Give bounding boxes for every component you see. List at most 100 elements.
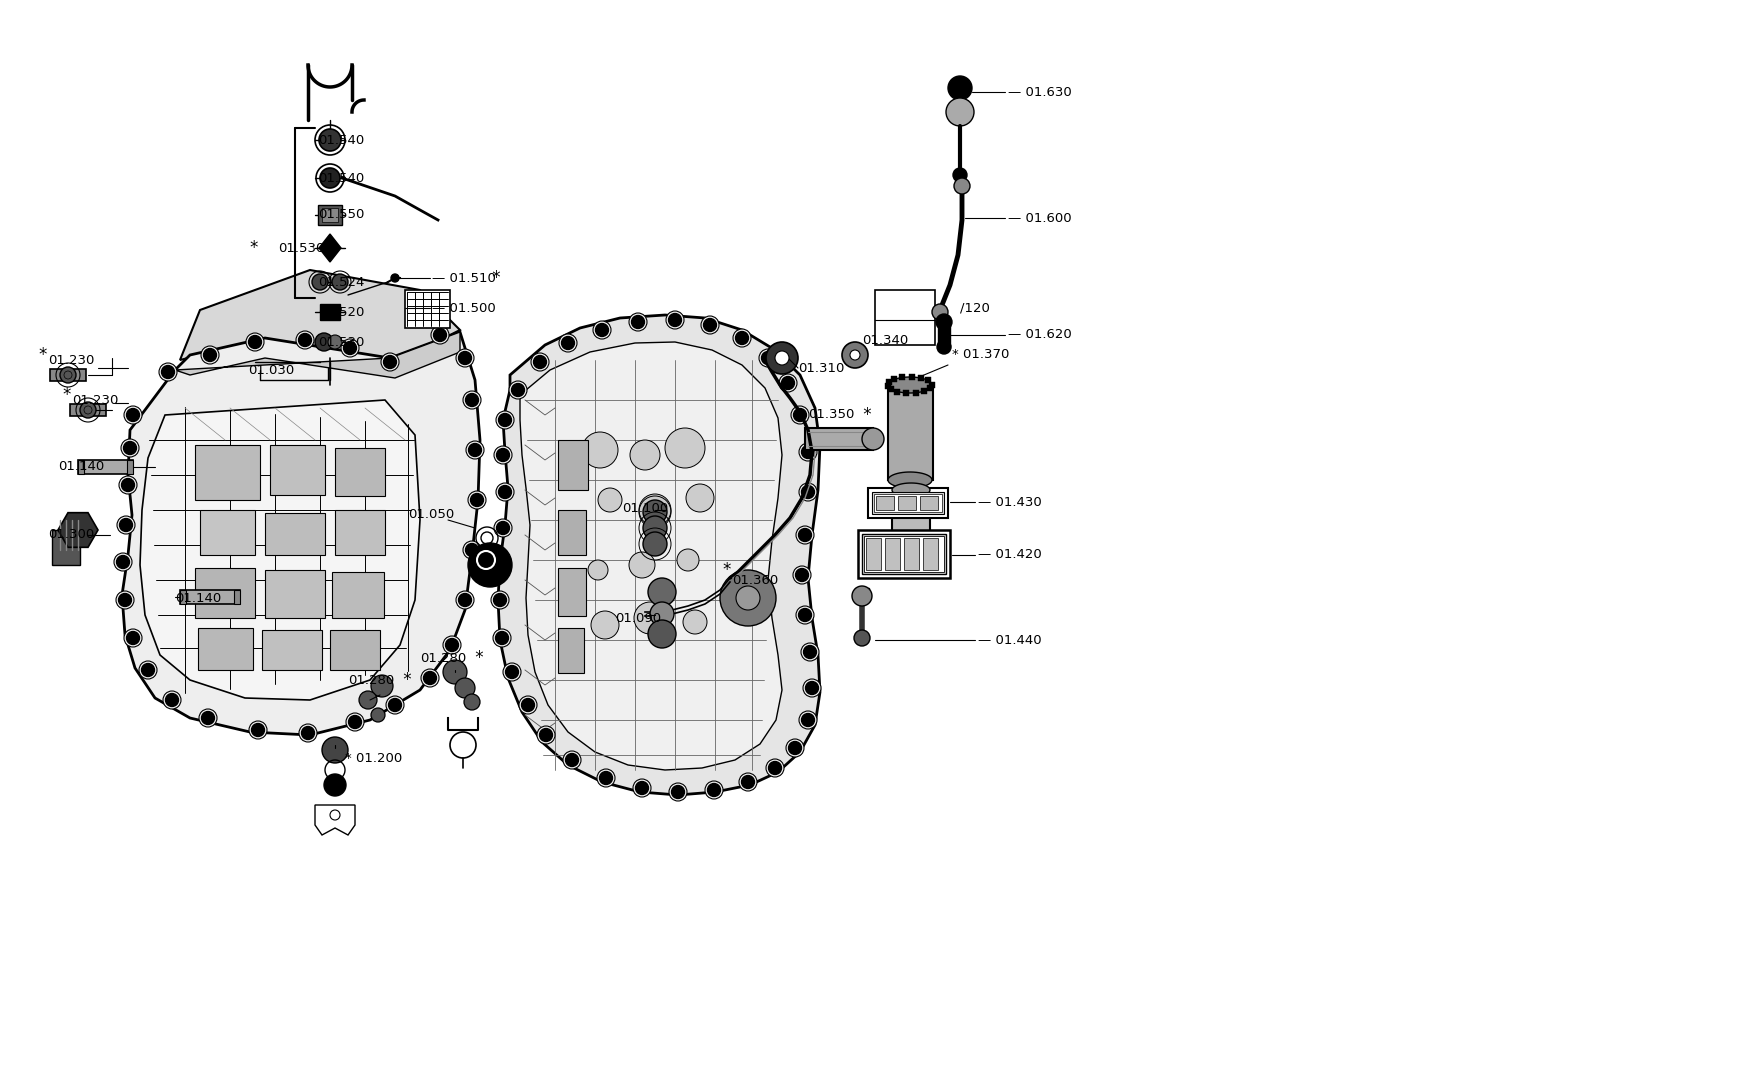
Bar [908,374,915,380]
Circle shape [664,428,704,468]
Bar [195,568,256,618]
Circle shape [802,714,814,727]
Circle shape [666,311,683,328]
Bar [127,460,132,474]
Circle shape [788,742,802,754]
Circle shape [647,620,676,648]
Circle shape [163,691,181,709]
Circle shape [727,578,767,618]
Circle shape [494,446,511,464]
Text: 01.360: 01.360 [732,574,777,586]
Circle shape [299,724,316,742]
Circle shape [203,349,216,362]
Circle shape [850,350,859,360]
Circle shape [628,314,647,331]
Polygon shape [520,342,781,770]
Circle shape [530,353,550,371]
Circle shape [932,304,948,320]
Bar [200,510,256,555]
Circle shape [704,781,723,799]
Circle shape [421,669,438,687]
Bar [50,369,85,381]
Polygon shape [892,483,929,496]
Bar [78,460,132,474]
Circle shape [581,432,617,468]
Circle shape [459,594,471,607]
Circle shape [459,352,471,365]
Bar [263,630,322,670]
Circle shape [558,334,577,352]
Text: * 01.200: * 01.200 [344,751,402,764]
Text: *: * [249,239,257,257]
Circle shape [758,349,777,367]
Circle shape [937,340,951,354]
Circle shape [431,326,449,343]
Circle shape [346,713,363,731]
Text: — 01.430: — 01.430 [977,495,1042,508]
Circle shape [781,377,795,389]
Text: 01.520: 01.520 [318,306,363,319]
Circle shape [320,168,339,188]
Circle shape [299,334,311,347]
Circle shape [370,675,393,697]
Circle shape [468,443,482,457]
Text: *: * [398,671,412,689]
Bar [558,510,586,555]
Text: 01.550: 01.550 [318,209,363,221]
Bar [805,428,873,450]
Circle shape [511,383,523,397]
Bar [330,630,379,670]
Text: 01.140: 01.140 [176,592,221,605]
Circle shape [348,716,362,729]
Circle shape [497,486,511,499]
Bar [887,386,894,392]
Bar [322,208,337,221]
Bar [887,385,932,480]
Polygon shape [497,315,819,795]
Circle shape [635,781,649,795]
Circle shape [631,316,643,328]
Text: * 01.370: * 01.370 [951,349,1009,362]
Bar [332,572,384,618]
Text: — 01.440: — 01.440 [977,633,1042,646]
Circle shape [795,568,809,581]
Circle shape [296,331,313,349]
Circle shape [496,411,513,429]
Circle shape [490,554,510,572]
Bar [336,448,384,496]
Circle shape [496,448,510,461]
Circle shape [466,394,478,407]
Circle shape [643,532,666,556]
Bar [913,389,918,396]
Bar [198,628,252,670]
Circle shape [115,553,132,571]
Circle shape [423,672,436,685]
Circle shape [852,586,871,606]
Circle shape [323,774,346,796]
Text: 01.530: 01.530 [318,336,363,349]
Circle shape [779,374,796,392]
Text: — 01.510: — 01.510 [431,272,496,285]
Text: *: * [63,386,70,404]
Circle shape [630,440,659,470]
Bar [875,496,894,510]
Circle shape [301,727,315,739]
Bar [179,590,186,603]
Circle shape [386,696,403,714]
Bar [894,388,899,395]
Circle shape [445,639,459,652]
Circle shape [123,406,143,424]
Circle shape [80,402,96,418]
Polygon shape [139,400,419,700]
Circle shape [628,552,654,578]
Polygon shape [887,472,932,488]
Circle shape [786,739,803,756]
Circle shape [741,776,755,789]
Circle shape [318,129,341,151]
Circle shape [802,486,814,499]
Circle shape [774,351,788,365]
Circle shape [158,363,177,381]
Circle shape [736,586,760,610]
Circle shape [443,636,461,654]
Circle shape [456,591,473,609]
